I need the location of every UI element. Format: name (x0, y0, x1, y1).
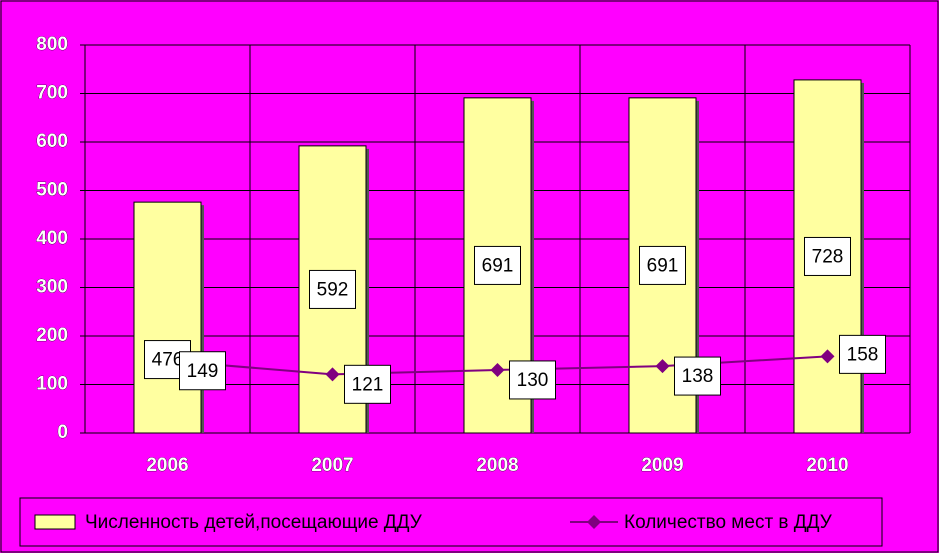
legend-marker (587, 515, 601, 529)
x-tick-label: 2007 (311, 455, 353, 476)
y-tick-label: 600 (36, 131, 68, 152)
data-label-box (179, 351, 226, 391)
data-label: 728 (812, 246, 844, 267)
y-tick-label: 400 (36, 228, 68, 249)
data-label-box (639, 245, 686, 285)
line-marker (490, 362, 505, 377)
y-tick-label: 500 (36, 180, 68, 201)
bar (133, 201, 202, 434)
y-tick-label: 800 (36, 34, 68, 55)
line-marker (325, 367, 340, 382)
x-tick-label: 2009 (641, 455, 683, 476)
data-label-box (309, 269, 356, 309)
data-label: 691 (647, 255, 679, 276)
data-label: 476 (152, 350, 184, 371)
data-label: 592 (317, 279, 349, 300)
legend-swatch (34, 514, 76, 530)
y-tick-label: 300 (36, 277, 68, 298)
line-marker (820, 349, 835, 364)
data-label: 121 (352, 374, 384, 395)
x-tick-label: 2008 (476, 455, 518, 476)
x-tick-label: 2010 (806, 455, 848, 476)
line-marker (655, 359, 670, 374)
data-label: 130 (517, 370, 549, 391)
data-label-box (509, 360, 556, 400)
data-label-box (344, 364, 391, 404)
data-label-box (804, 236, 851, 276)
data-label: 149 (187, 361, 219, 382)
y-tick-label: 200 (36, 325, 68, 346)
legend-frame (19, 497, 883, 547)
data-label: 138 (682, 366, 714, 387)
legend-label: Численность детей,посещающие ДДУ (85, 512, 423, 533)
x-tick-label: 2006 (146, 455, 188, 476)
data-label-box (839, 334, 886, 374)
data-label: 691 (482, 255, 514, 276)
y-tick-label: 700 (36, 83, 68, 104)
data-label-box (674, 356, 721, 396)
y-tick-label: 100 (36, 374, 68, 395)
y-tick-label: 0 (57, 422, 68, 443)
data-label: 158 (847, 344, 879, 365)
data-label-box (474, 245, 521, 285)
legend-label: Количество мест в ДДУ (624, 512, 833, 533)
